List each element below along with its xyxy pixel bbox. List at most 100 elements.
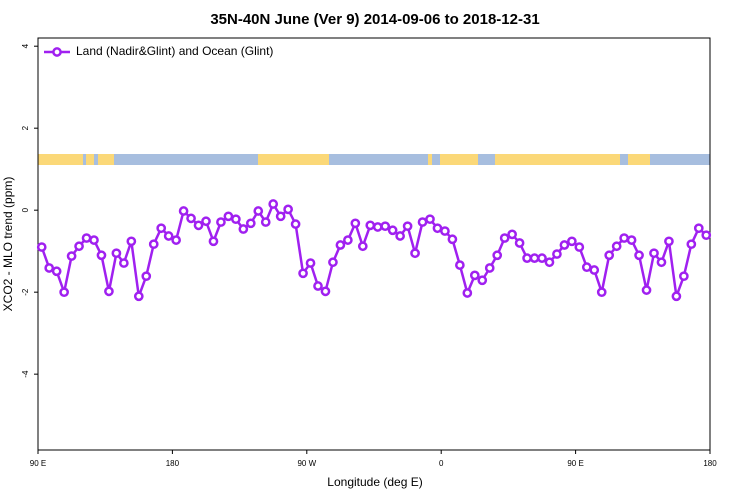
- data-point: [260, 217, 271, 227]
- data-point: [701, 230, 712, 241]
- data-point: [74, 241, 84, 252]
- data-point: [567, 236, 577, 247]
- data-point: [552, 249, 562, 259]
- data-point: [387, 225, 398, 236]
- data-point: [679, 271, 689, 282]
- data-point: [178, 206, 189, 216]
- y-tick-label: 0: [21, 207, 30, 212]
- data-point: [305, 258, 316, 268]
- data-point: [208, 236, 219, 247]
- data-point: [559, 240, 570, 250]
- data-point: [275, 211, 286, 222]
- data-point: [320, 286, 331, 297]
- x-tick-label: 180: [166, 459, 180, 468]
- data-point: [507, 229, 517, 240]
- data-point: [417, 217, 428, 227]
- data-point: [462, 288, 473, 298]
- data-point: [290, 219, 301, 229]
- y-tick-label: 4: [21, 43, 30, 48]
- x-tick-label: 90 E: [30, 459, 46, 468]
- data-point: [529, 253, 540, 263]
- data-point: [163, 231, 174, 241]
- data-point: [619, 233, 629, 243]
- data-point: [477, 275, 488, 286]
- data-point: [402, 221, 413, 232]
- y-tick-label: 2: [21, 125, 30, 130]
- x-tick-label: 90 W: [297, 459, 316, 468]
- data-point: [44, 263, 55, 273]
- data-point: [469, 270, 480, 281]
- y-axis-label: XCO2 - MLO trend (ppm): [1, 177, 15, 312]
- data-point: [328, 257, 338, 268]
- data-point: [216, 217, 226, 227]
- data-point: [171, 235, 181, 245]
- data-point: [596, 287, 607, 298]
- data-point: [343, 235, 353, 245]
- data-point: [36, 242, 47, 252]
- y-tick-label: -2: [21, 288, 30, 296]
- data-point: [514, 238, 525, 248]
- data-point: [193, 220, 204, 231]
- data-point: [372, 222, 383, 232]
- data-point: [455, 260, 465, 270]
- data-point: [432, 223, 443, 234]
- data-point: [223, 211, 234, 222]
- data-point: [522, 253, 532, 263]
- data-point: [111, 248, 122, 259]
- data-point: [201, 216, 211, 227]
- data-point: [447, 234, 458, 245]
- data-point: [66, 251, 77, 261]
- data-point: [141, 271, 152, 282]
- data-point: [357, 241, 368, 252]
- data-point: [253, 206, 264, 216]
- data-point: [148, 239, 159, 250]
- chart-title: 35N-40N June (Ver 9) 2014-09-06 to 2018-…: [210, 11, 539, 28]
- data-point: [649, 248, 659, 259]
- x-tick-label: 90 E: [567, 459, 583, 468]
- data-point: [335, 240, 346, 250]
- data-point: [96, 250, 107, 261]
- x-tick-label: 0: [439, 459, 444, 468]
- data-point: [245, 218, 256, 229]
- data-point: [119, 258, 129, 268]
- data-point: [492, 250, 503, 261]
- data-point: [350, 218, 361, 229]
- data-point: [664, 236, 674, 247]
- data-point: [537, 253, 547, 263]
- data-point: [156, 223, 167, 234]
- data-point: [283, 204, 293, 215]
- data-point: [365, 220, 376, 231]
- data-point: [574, 242, 585, 252]
- data-point: [126, 236, 137, 247]
- data-point: [186, 213, 196, 224]
- x-axis-label: Longitude (deg E): [327, 475, 422, 489]
- data-point: [380, 221, 391, 232]
- data-point: [410, 248, 420, 259]
- data-point: [395, 231, 405, 241]
- data-point: [440, 226, 450, 236]
- data-point: [268, 199, 279, 209]
- data-point: [313, 281, 323, 291]
- data-point: [133, 291, 144, 302]
- data-point: [499, 233, 510, 243]
- data-point: [671, 291, 682, 302]
- data-point: [104, 286, 114, 297]
- data-point: [581, 262, 592, 273]
- x-tick-label: 180: [703, 459, 717, 468]
- data-point: [51, 266, 62, 277]
- data-point: [59, 287, 69, 298]
- data-point: [89, 235, 99, 245]
- plot-frame: [37, 37, 711, 451]
- data-point: [589, 265, 600, 275]
- data-point: [484, 263, 495, 273]
- data-point: [231, 214, 241, 225]
- legend-marker: [52, 47, 62, 57]
- data-point: [693, 223, 704, 234]
- series-line: [40, 201, 708, 297]
- data-point: [238, 224, 249, 234]
- y-tick-label: -4: [21, 370, 30, 378]
- land-ocean-band: [38, 154, 710, 165]
- data-point: [641, 285, 652, 295]
- data-point: [656, 257, 667, 268]
